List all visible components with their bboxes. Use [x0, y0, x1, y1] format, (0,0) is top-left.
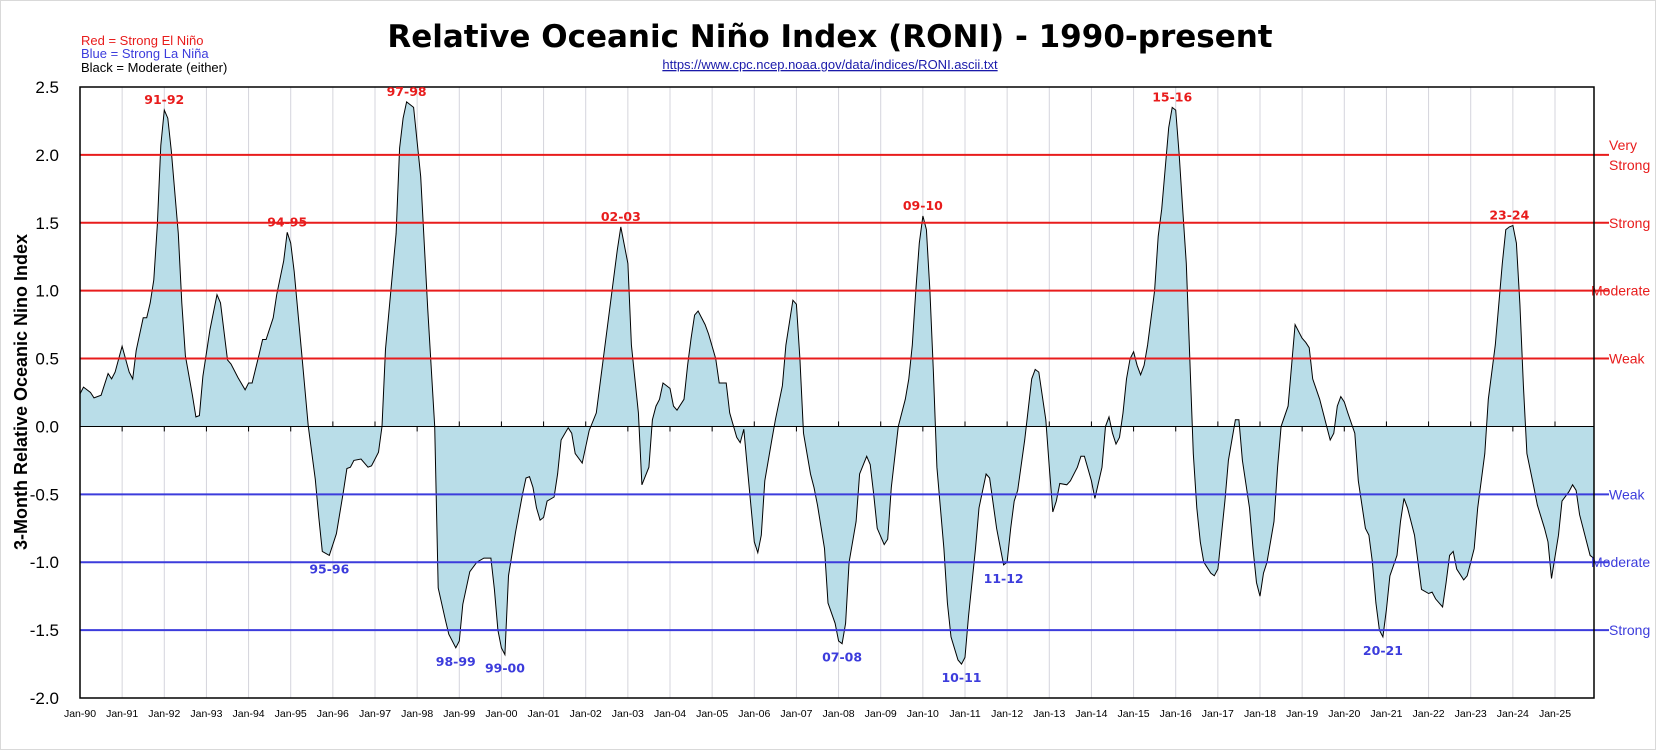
x-tick-label: Jan-91 — [106, 708, 138, 720]
event-label: 95-96 — [309, 561, 349, 576]
event-label: 02-03 — [601, 209, 641, 224]
threshold-label: Moderate — [1591, 283, 1650, 299]
event-label: 09-10 — [903, 198, 943, 213]
event-label: 98-99 — [436, 654, 476, 669]
y-tick-label: 2.5 — [35, 78, 59, 97]
y-tick-label: 0.5 — [35, 350, 59, 369]
x-tick-label: Jan-21 — [1370, 708, 1402, 720]
threshold-label: Weak — [1609, 351, 1646, 367]
y-tick-label: 0.0 — [35, 417, 59, 436]
x-tick-label: Jan-24 — [1497, 708, 1529, 720]
x-tick-label: Jan-96 — [317, 708, 349, 720]
y-tick-label: -1.5 — [30, 621, 59, 640]
event-label: 11-12 — [984, 571, 1024, 586]
legend-note-la-nina: Blue = Strong La Niña — [81, 46, 209, 61]
event-label: 99-00 — [485, 661, 525, 676]
x-tick-label: Jan-98 — [401, 708, 433, 720]
event-label: 94-95 — [267, 214, 307, 229]
event-label: 23-24 — [1489, 207, 1529, 222]
y-tick-label: -2.0 — [30, 689, 59, 708]
event-label: 20-21 — [1363, 643, 1403, 658]
x-tick-label: Jan-02 — [570, 708, 602, 720]
x-tick-label: Jan-23 — [1455, 708, 1487, 720]
x-tick-label: Jan-20 — [1328, 708, 1360, 720]
y-tick-label: 1.5 — [35, 214, 59, 233]
x-tick-label: Jan-01 — [528, 708, 560, 720]
x-tick-label: Jan-08 — [823, 708, 855, 720]
event-label: 91-92 — [144, 92, 184, 107]
threshold-label: Strong — [1609, 215, 1650, 231]
x-tick-label: Jan-03 — [612, 708, 644, 720]
chart-title: Relative Oceanic Niño Index (RONI) - 199… — [387, 19, 1272, 55]
event-label: 15-16 — [1152, 89, 1192, 104]
x-tick-label: Jan-92 — [148, 708, 180, 720]
y-tick-label: 2.0 — [35, 146, 59, 165]
source-link[interactable]: https://www.cpc.ncep.noaa.gov/data/indic… — [662, 57, 998, 72]
threshold-label: Very — [1609, 137, 1637, 153]
x-tick-label: Jan-10 — [907, 708, 939, 720]
x-tick-label: Jan-22 — [1413, 708, 1445, 720]
x-axis-ticks: Jan-90 Jan-91 Jan-92 Jan-93 Jan-94 Jan-95 Jan-… — [64, 708, 1571, 720]
x-tick-label: Jan-25 — [1539, 708, 1571, 720]
y-axis-ticks: 2.5 2.0 1.5 1.0 0.5 0.0 -0.5 -1.0 -1.5 -2.0 — [30, 78, 59, 708]
x-tick-label: Jan-19 — [1286, 708, 1318, 720]
x-tick-label: Jan-05 — [696, 708, 728, 720]
event-label: 10-11 — [941, 670, 981, 685]
y-tick-label: 1.0 — [35, 282, 59, 301]
series-area — [79, 101, 1594, 665]
x-tick-label: Jan-00 — [485, 708, 517, 720]
x-tick-label: Jan-18 — [1244, 708, 1276, 720]
event-label: 97-98 — [387, 84, 427, 99]
x-tick-label: Jan-15 — [1118, 708, 1150, 720]
x-tick-label: Jan-12 — [991, 708, 1023, 720]
x-tick-label: Jan-93 — [190, 708, 222, 720]
x-tick-label: Jan-94 — [233, 708, 265, 720]
plot-border — [79, 86, 1595, 699]
x-tick-label: Jan-16 — [1160, 708, 1192, 720]
x-tick-label: Jan-97 — [359, 708, 391, 720]
threshold-label: Strong — [1609, 622, 1650, 638]
x-tick-label: Jan-09 — [865, 708, 897, 720]
threshold-label: Moderate — [1591, 554, 1650, 570]
legend-note-moderate: Black = Moderate (either) — [81, 60, 227, 75]
series-fill — [80, 101, 1594, 665]
event-label: 07-08 — [822, 650, 862, 665]
x-tick-label: Jan-90 — [64, 708, 96, 720]
series-line — [79, 101, 1594, 665]
x-tick-label: Jan-11 — [949, 708, 980, 720]
event-labels: 91-92 94-95 97-98 02-03 09-10 15-16 23-24 95-96… — [144, 84, 1529, 685]
x-tick-label: Jan-06 — [738, 708, 770, 720]
x-tick-label: Jan-04 — [654, 708, 686, 720]
x-tick-label: Jan-95 — [275, 708, 307, 720]
plot-frame — [79, 86, 1595, 699]
x-tick-label: Jan-99 — [443, 708, 475, 720]
threshold-label: Weak — [1609, 486, 1646, 502]
x-tick-label: Jan-13 — [1033, 708, 1065, 720]
x-tick-label: Jan-14 — [1075, 708, 1107, 720]
x-tick-label: Jan-17 — [1202, 708, 1234, 720]
legend-note-el-nino: Red = Strong El Niño — [81, 33, 203, 48]
x-tick-label: Jan-07 — [780, 708, 812, 720]
y-axis-label: 3-Month Relative Oceanic Nino Index — [11, 234, 31, 550]
threshold-label: Strong — [1609, 157, 1650, 173]
y-tick-label: -1.0 — [30, 553, 59, 572]
y-tick-label: -0.5 — [30, 485, 59, 504]
threshold-lines: Very Strong Strong Moderate Weak Weak Moderate… — [80, 137, 1650, 638]
